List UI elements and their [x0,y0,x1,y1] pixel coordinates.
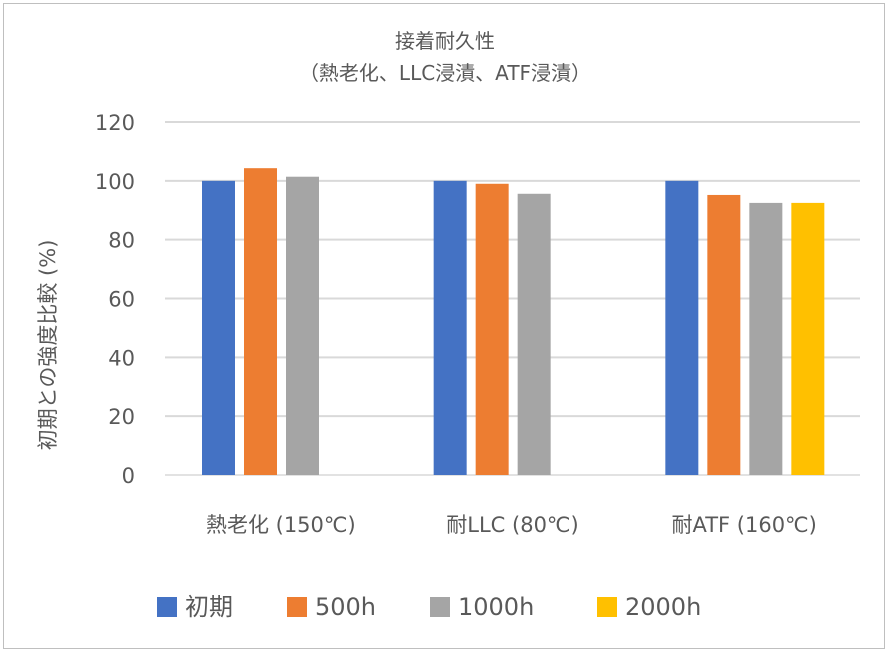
chart-title: 接着耐久性 [395,29,495,53]
x-tick-label: 耐ATF (160℃) [671,513,816,537]
y-tick-label: 0 [122,464,135,488]
legend-swatch [287,597,307,617]
bar-1000h-2 [749,202,783,476]
y-tick-label: 120 [95,111,135,135]
chart-border [3,3,885,649]
legend-swatch [430,597,450,617]
bar-2000h-2 [791,202,825,476]
bar-初期-0 [202,180,235,476]
y-tick-label: 60 [108,288,135,312]
bar-500h-2 [707,194,741,475]
y-tick-label: 40 [108,346,135,370]
legend-label: 2000h [625,593,701,621]
bar-500h-1 [475,183,509,475]
y-tick-label: 80 [108,229,135,253]
bar-1000h-0 [286,176,319,475]
bar-初期-1 [433,180,467,476]
y-axis-label: 初期との強度比較 (%) [36,240,60,451]
bar-500h-0 [244,168,277,475]
legend-label: 初期 [185,593,233,621]
x-tick-label: 耐LLC (80℃) [446,513,578,537]
chart-subtitle: （熱老化、LLC浸漬、ATF浸漬） [299,61,591,85]
bar-初期-2 [665,180,699,476]
legend-label: 1000h [458,593,534,621]
bar-1000h-1 [517,193,551,475]
y-tick-label: 100 [95,170,135,194]
y-tick-label: 20 [108,405,135,429]
x-tick-label: 熱老化 (150℃) [206,513,356,537]
legend-swatch [157,597,177,617]
legend-swatch [597,597,617,617]
legend-label: 500h [315,593,376,621]
